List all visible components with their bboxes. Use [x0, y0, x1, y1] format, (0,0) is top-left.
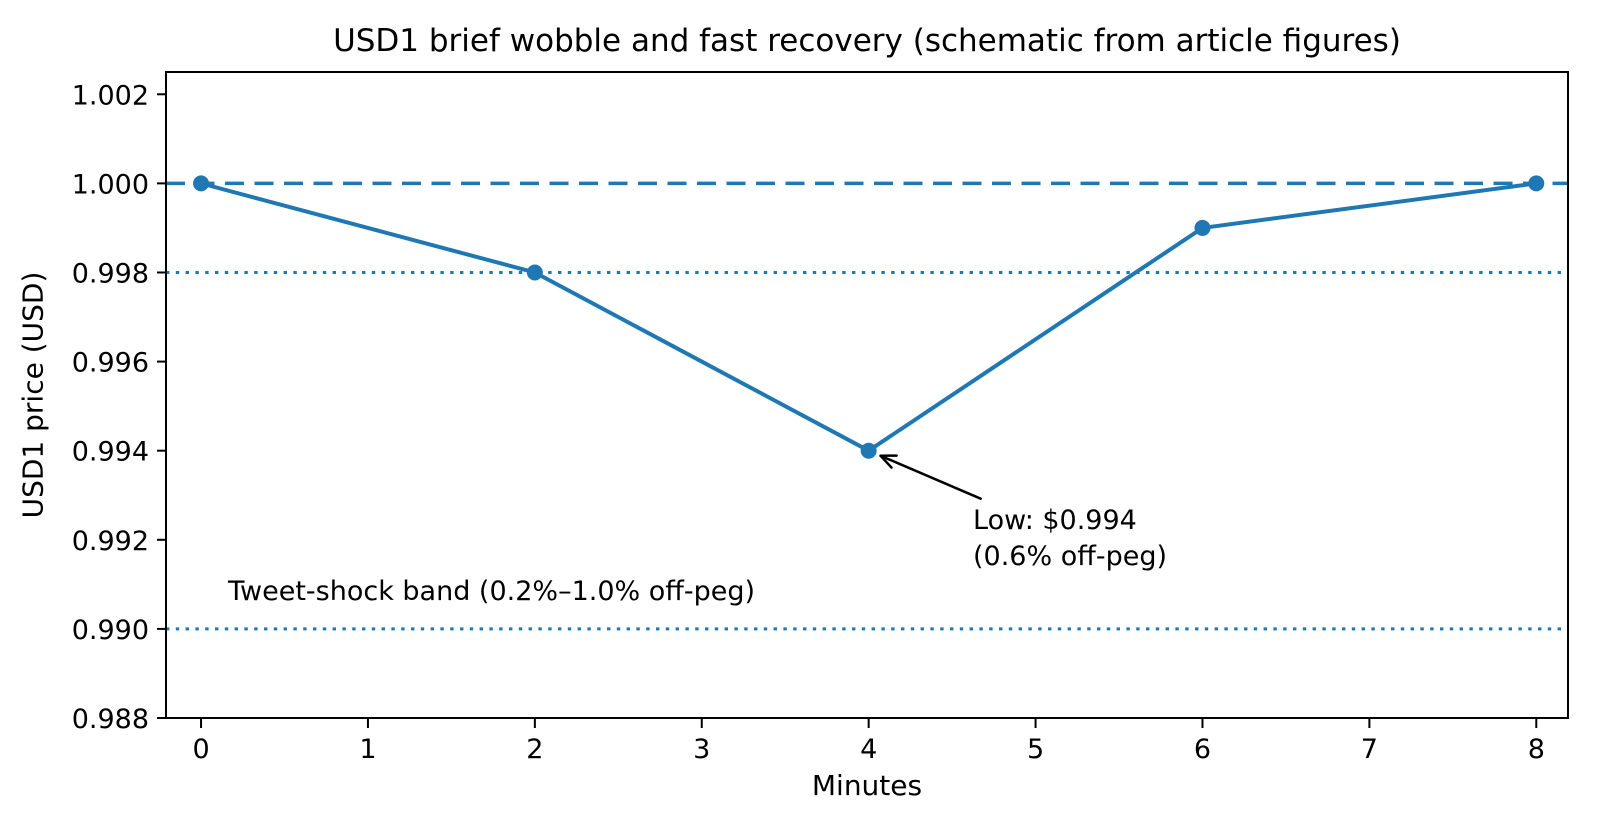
band-label: Tweet-shock band (0.2%–1.0% off-peg) [228, 576, 756, 607]
low-annotation: Low: $0.994 (0.6% off-peg) [973, 503, 1167, 575]
data-point-marker-8min [1528, 175, 1545, 192]
price-series-line [199, 181, 1539, 453]
x-tick-label-0: 0 [192, 734, 209, 765]
x-tick-label-8: 8 [1528, 734, 1545, 765]
x-tick-label-1: 1 [359, 734, 376, 765]
data-point-marker-6min [1194, 219, 1211, 236]
data-point-marker-2min [526, 264, 543, 281]
x-tick-label-4: 4 [860, 734, 877, 765]
low-annotation-line2: (0.6% off-peg) [973, 541, 1167, 572]
y-tick-label-0.996: 0.996 [72, 348, 149, 379]
chart-title: USD1 brief wobble and fast recovery (sch… [333, 23, 1401, 59]
x-tick-label-7: 7 [1361, 734, 1378, 765]
y-tick-label-0.992: 0.992 [72, 526, 149, 557]
y-tick-label-1.000: 1.000 [72, 169, 149, 200]
annotation-arrow-shaft [879, 454, 982, 500]
y-tick-label-0.998: 0.998 [72, 258, 149, 289]
y-tick-label-0.988: 0.988 [72, 704, 149, 735]
x-axis-label: Minutes [811, 769, 923, 802]
annotation-arrow-head-1 [879, 454, 893, 469]
axes-spines [165, 71, 1569, 719]
data-point-marker-4min [860, 442, 877, 459]
y-axis-label: USD1 price (USD) [16, 271, 50, 519]
y-tick-label-0.994: 0.994 [72, 437, 149, 468]
y-tick-label-1.002: 1.002 [72, 80, 149, 111]
data-point-marker-0min [193, 175, 210, 192]
y-tick-label-0.990: 0.990 [72, 615, 149, 646]
x-tick-label-3: 3 [693, 734, 710, 765]
x-tick-label-5: 5 [1027, 734, 1044, 765]
low-annotation-line1: Low: $0.994 [973, 505, 1137, 536]
x-tick-label-2: 2 [526, 734, 543, 765]
x-tick-label-6: 6 [1194, 734, 1211, 765]
